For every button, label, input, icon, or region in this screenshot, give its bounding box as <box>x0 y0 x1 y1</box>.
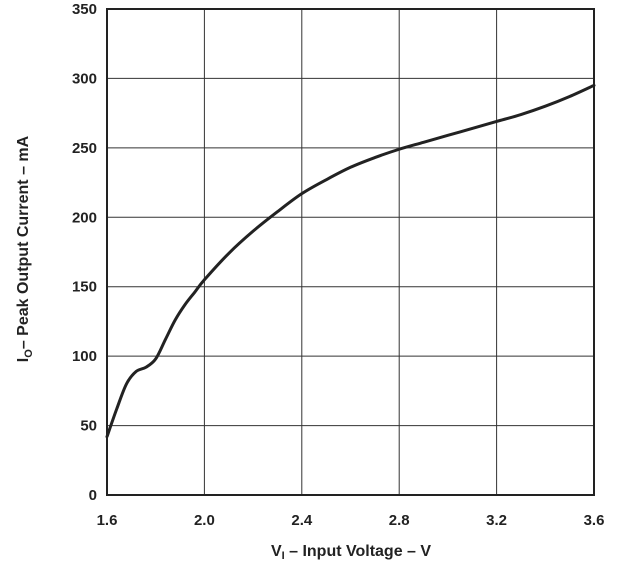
y-tick-labels: 0 50 100 150 200 250 300 350 <box>72 1 97 504</box>
y-tick-label: 300 <box>72 70 97 87</box>
y-axis-title-rest: – Peak Output Current – mA <box>15 135 32 349</box>
y-tick-label: 50 <box>80 418 97 435</box>
y-tick-label: 100 <box>72 348 97 365</box>
x-axis-title-main: V <box>271 543 282 560</box>
x-axis-title: VI – Input Voltage – V <box>271 543 431 562</box>
x-tick-label: 2.4 <box>291 512 313 529</box>
grid <box>106 8 595 496</box>
series-layer <box>105 83 596 439</box>
y-tick-label: 150 <box>72 279 97 296</box>
y-tick-label: 250 <box>72 140 97 157</box>
y-tick-label: 0 <box>89 487 97 504</box>
y-axis-title: IO– Peak Output Current – mA <box>15 135 35 362</box>
y-tick-label: 350 <box>72 1 97 18</box>
x-axis-title-sub: I <box>282 550 285 562</box>
series-line <box>105 83 596 439</box>
x-tick-label: 2.0 <box>194 512 215 529</box>
x-axis-title-rest: – Input Voltage – V <box>285 543 432 560</box>
y-tick-label: 200 <box>72 209 97 226</box>
y-axis-title-main: I <box>15 358 32 362</box>
x-tick-label: 1.6 <box>97 512 118 529</box>
x-tick-label: 2.8 <box>389 512 410 529</box>
x-tick-labels: 1.6 2.0 2.4 2.8 3.2 3.6 <box>97 512 605 529</box>
x-tick-label: 3.6 <box>584 512 605 529</box>
x-tick-label: 3.2 <box>486 512 507 529</box>
plot-frame <box>106 8 595 496</box>
y-axis-title-sub: O <box>23 349 35 358</box>
